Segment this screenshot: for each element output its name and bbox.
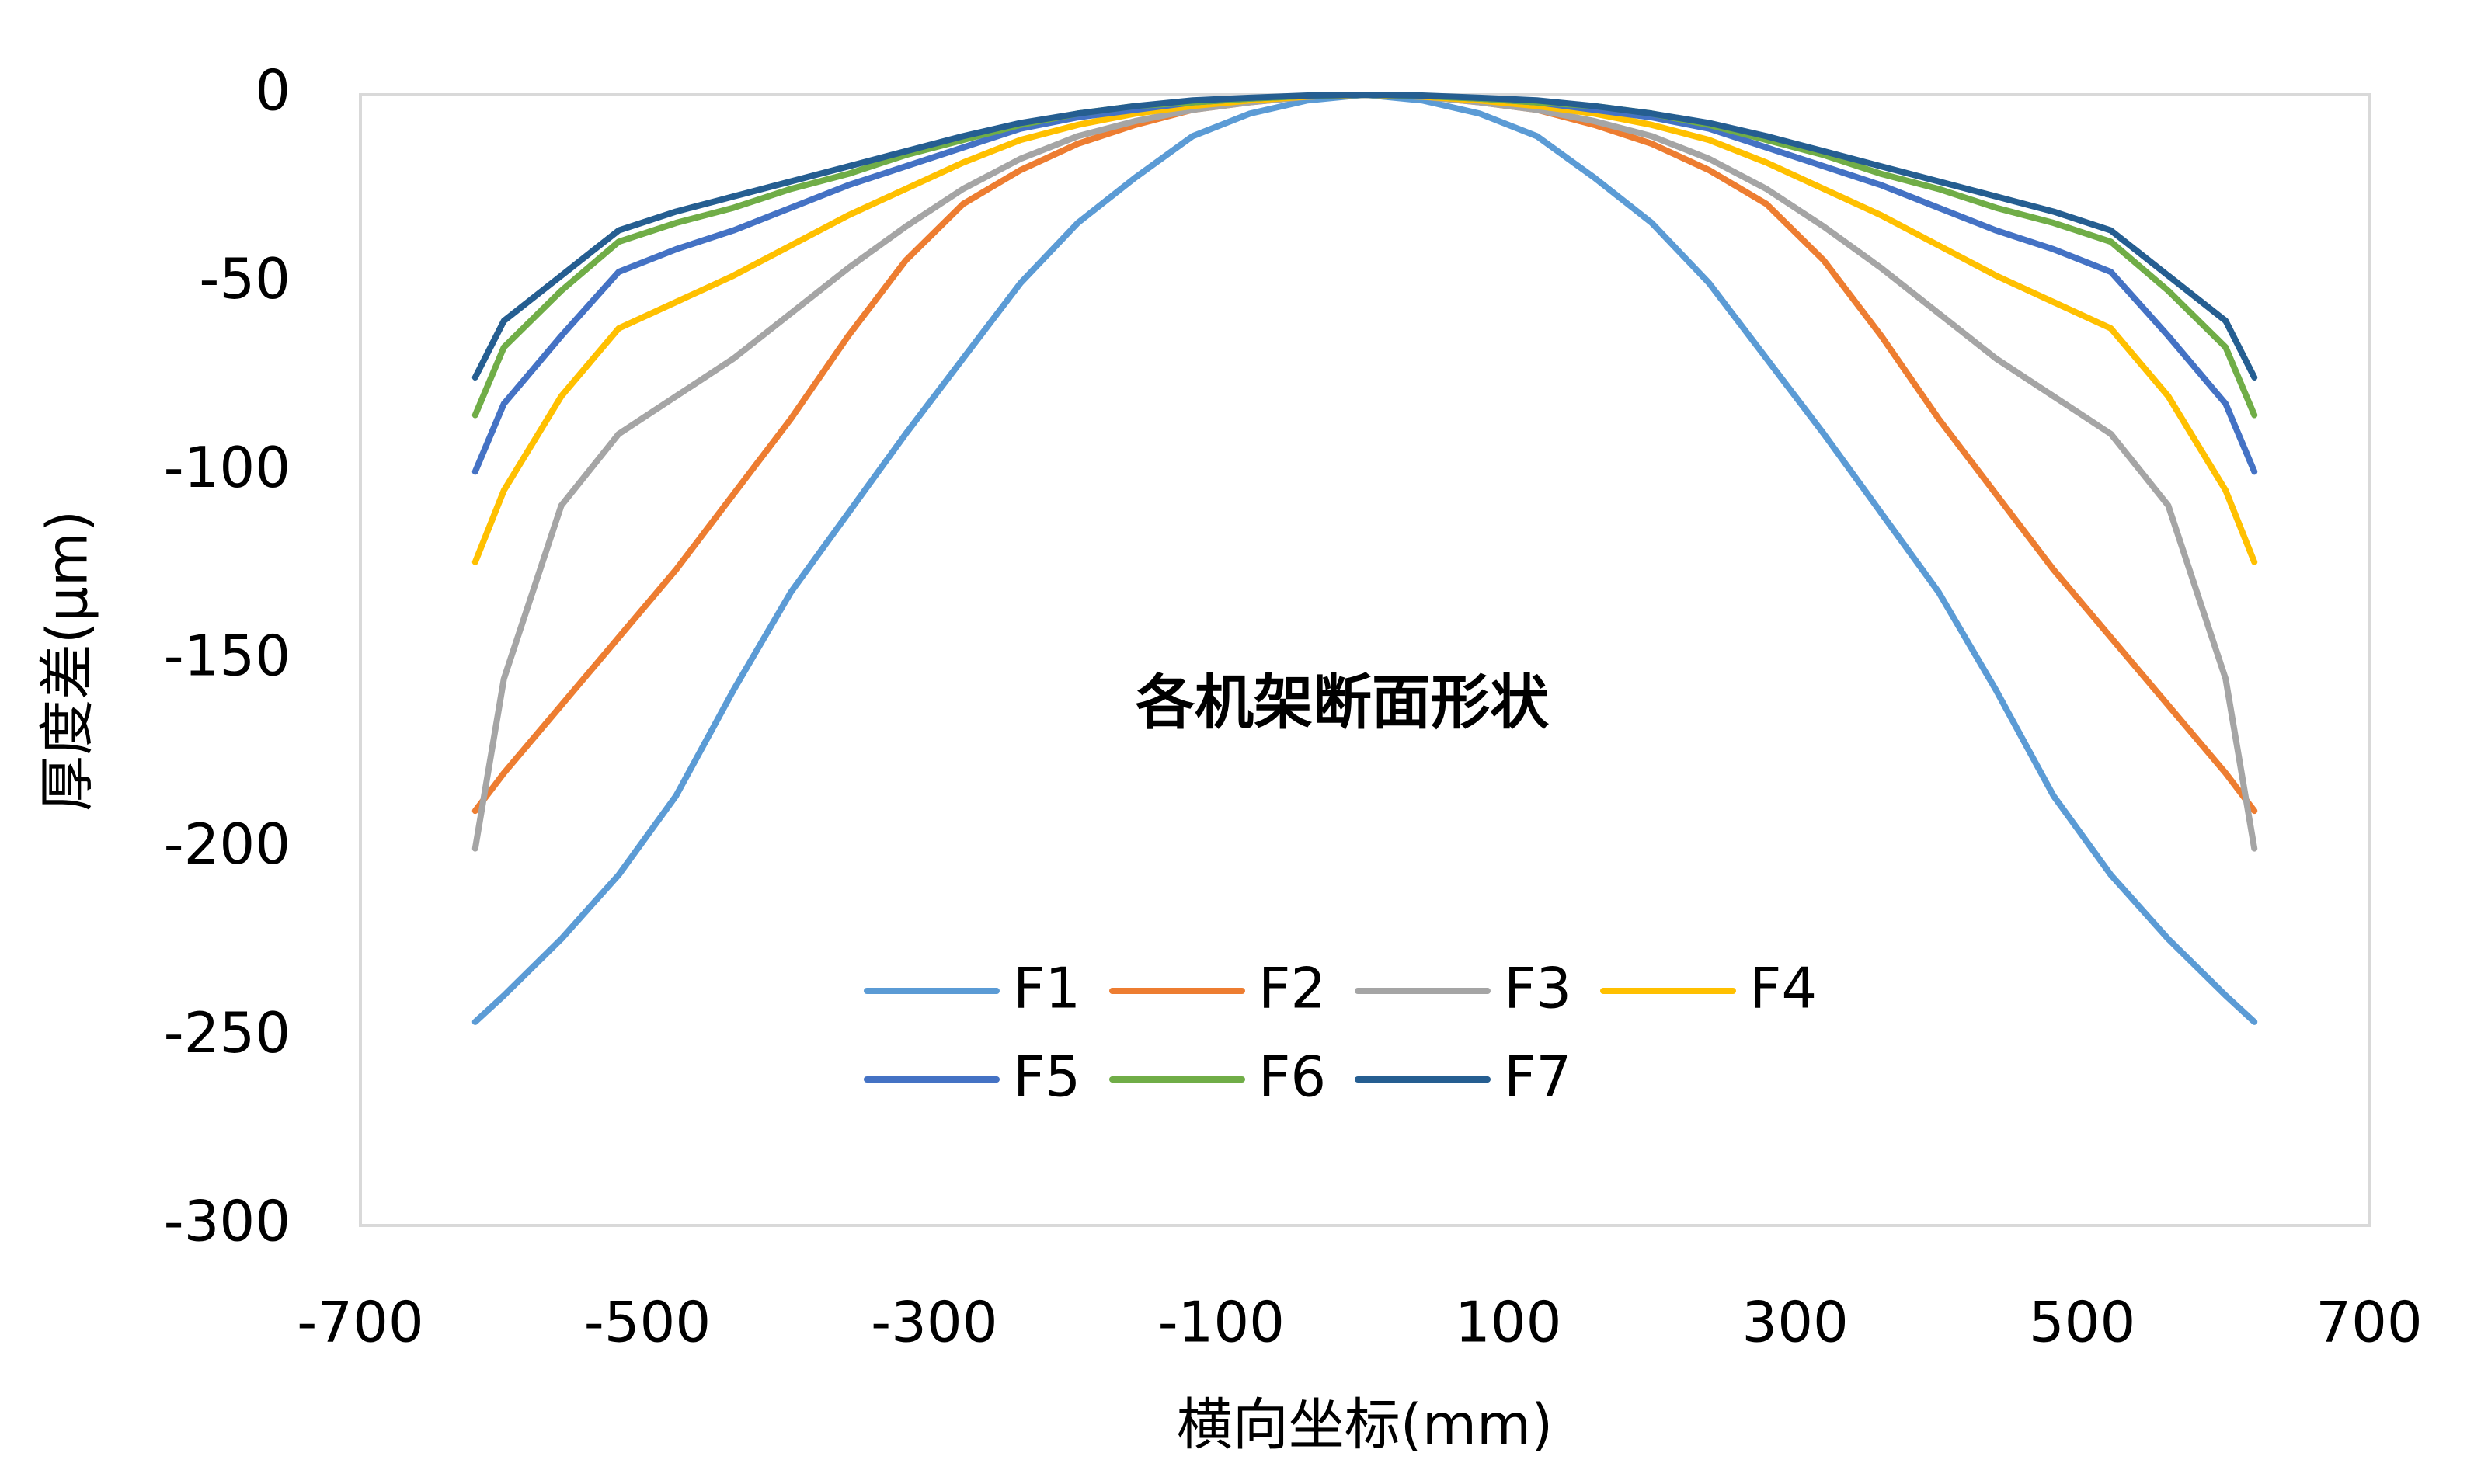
legend-label: F1 [1013,956,1080,1021]
legend-label: F2 [1258,956,1326,1021]
legend-label: F3 [1504,956,1571,1021]
x-axis-label: 横向坐标(mm) [1177,1392,1553,1458]
y-tick-label: -150 [164,624,291,689]
x-tick-label: -100 [1158,1290,1285,1355]
y-axis-label: 厚度差(μm) [35,510,100,812]
line-series [471,92,2258,1025]
chart-title: 各机架断面形状 [1136,668,1550,737]
x-tick-label: 500 [2029,1290,2135,1355]
y-tick-label: -50 [199,246,291,311]
x-tick-label: -700 [297,1290,423,1355]
legend-label: F4 [1749,956,1817,1021]
legend-label: F7 [1504,1044,1571,1110]
x-tick-label: 100 [1455,1290,1561,1355]
x-tick-label: -300 [871,1290,997,1355]
y-tick-label: -200 [164,812,291,877]
y-tick-label: -250 [164,1000,291,1065]
y-tick-label: -100 [164,435,291,500]
legend-label: F5 [1013,1044,1080,1110]
x-tick-label: 300 [1742,1290,1848,1355]
y-tick-label: -300 [164,1189,291,1254]
line-series [471,92,2258,381]
y-tick-label: 0 [255,58,291,123]
plot-frame [359,93,2371,1227]
legend-label: F6 [1258,1044,1326,1110]
x-tick-label: 700 [2316,1290,2422,1355]
x-tick-label: -500 [584,1290,711,1355]
line-series [471,92,2258,475]
line-series [471,92,2258,565]
line-series [471,92,2258,419]
